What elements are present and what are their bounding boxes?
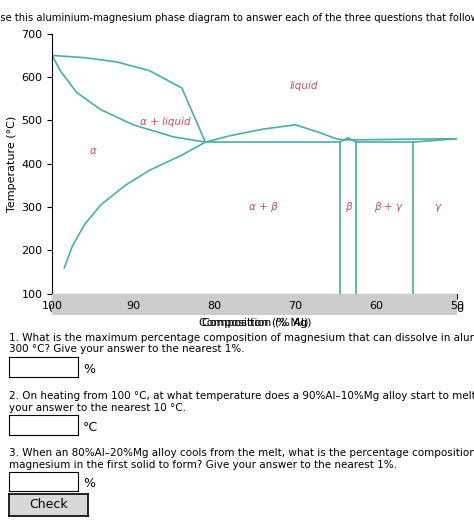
Text: α: α	[89, 146, 96, 156]
Text: %: %	[83, 477, 95, 490]
Text: Use this aluminium-magnesium phase diagram to answer each of the three questions: Use this aluminium-magnesium phase diagr…	[0, 13, 474, 23]
Text: 2. On heating from 100 °C, at what temperature does a 90%Al–10%Mg alloy start to: 2. On heating from 100 °C, at what tempe…	[9, 391, 474, 413]
Text: β + γ: β + γ	[374, 202, 402, 212]
Text: 1. What is the maximum percentage composition of magnesium that can dissolve in : 1. What is the maximum percentage compos…	[9, 333, 474, 355]
Text: 70: 70	[288, 301, 302, 311]
Text: Composition (% Al): Composition (% Al)	[202, 318, 308, 328]
Text: 50: 50	[450, 301, 465, 311]
Text: °C: °C	[83, 421, 98, 434]
Text: liquid: liquid	[289, 81, 318, 91]
Text: 90: 90	[126, 301, 140, 311]
Text: α + liquid: α + liquid	[140, 117, 191, 127]
Text: α + β: α + β	[248, 202, 277, 212]
Text: Check: Check	[29, 498, 68, 512]
Text: 60: 60	[369, 301, 383, 311]
Text: β: β	[345, 202, 351, 212]
Text: γ: γ	[434, 202, 440, 212]
Text: 3. When an 80%Al–20%Mg alloy cools from the melt, what is the percentage composi: 3. When an 80%Al–20%Mg alloy cools from …	[9, 448, 474, 470]
Text: 80: 80	[207, 301, 221, 311]
Y-axis label: Temperature (°C): Temperature (°C)	[7, 115, 17, 212]
X-axis label: Composition (% Mg): Composition (% Mg)	[199, 318, 311, 328]
Text: %: %	[83, 363, 95, 375]
Text: 100: 100	[42, 301, 63, 311]
